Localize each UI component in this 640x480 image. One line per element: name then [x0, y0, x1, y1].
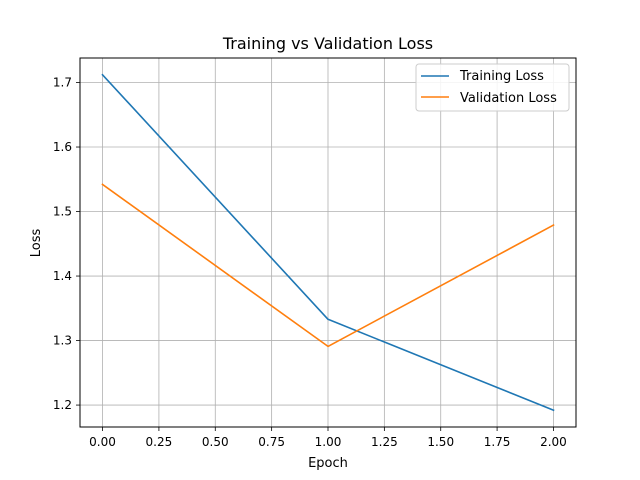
series-lines	[101, 73, 555, 412]
x-tick-label: 0.25	[146, 435, 173, 449]
y-tick-label: 1.7	[53, 76, 72, 90]
x-tick-label: 1.25	[371, 435, 398, 449]
y-tick-label: 1.5	[53, 205, 72, 219]
grid	[80, 58, 576, 427]
x-tick-label: 2.00	[540, 435, 567, 449]
x-axis-label: Epoch	[308, 456, 348, 471]
legend-label-training: Training Loss	[459, 69, 544, 84]
y-tick-label: 1.4	[53, 269, 72, 283]
x-tick-label: 1.00	[315, 435, 342, 449]
x-tick-label: 0.00	[89, 435, 116, 449]
x-axis-ticks: 0.00 0.25 0.50 0.75 1.00 1.25 1.50 1.75 2.00	[89, 427, 567, 449]
x-tick-label: 0.50	[202, 435, 229, 449]
y-tick-label: 1.3	[53, 334, 72, 348]
y-axis-label: Loss	[29, 229, 44, 258]
y-tick-label: 1.6	[53, 140, 72, 154]
legend-label-validation: Validation Loss	[460, 91, 557, 106]
legend: Training Loss Validation Loss	[415, 63, 570, 112]
chart-title: Training vs Validation Loss	[222, 34, 433, 53]
y-tick-label: 1.2	[53, 398, 72, 412]
x-tick-label: 1.50	[427, 435, 454, 449]
y-axis-ticks: 1.2 1.3 1.4 1.5 1.6 1.7	[53, 76, 80, 412]
x-tick-label: 1.75	[484, 435, 511, 449]
legend-box	[415, 63, 570, 112]
series-line-validation-loss	[101, 183, 555, 348]
x-tick-label: 0.75	[258, 435, 285, 449]
series-line-training-loss	[101, 73, 555, 412]
